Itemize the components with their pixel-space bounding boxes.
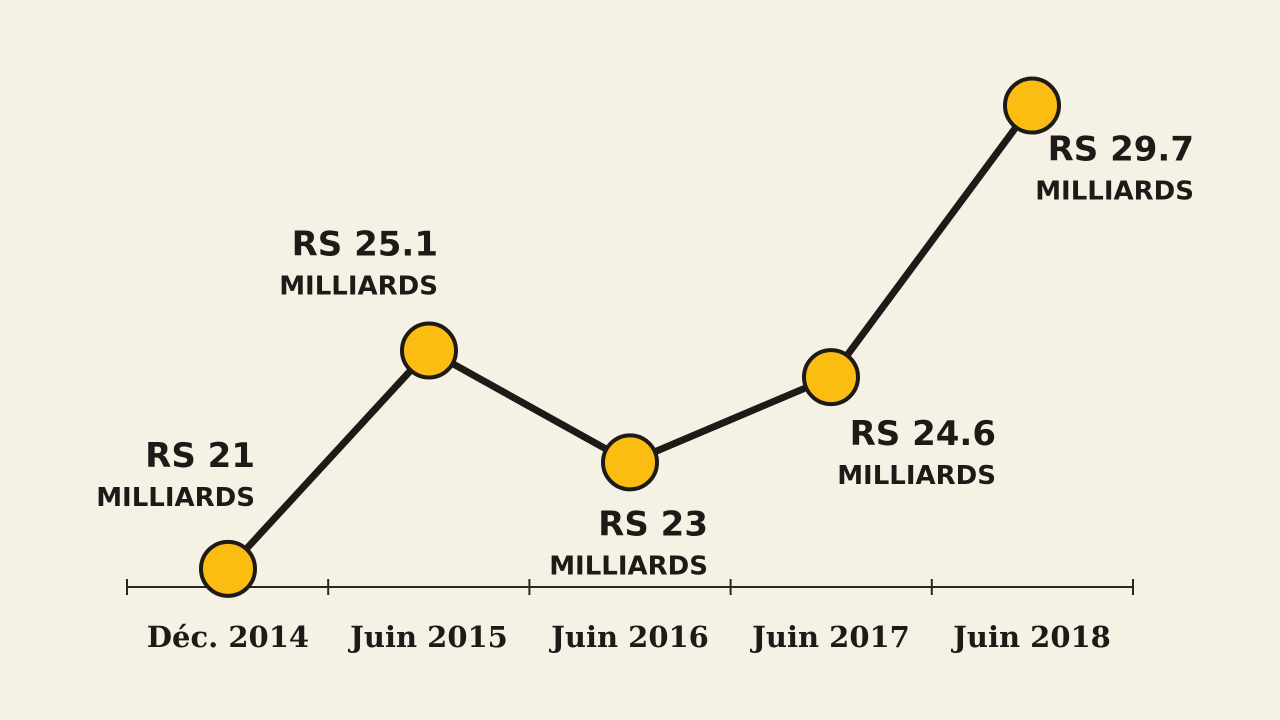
data-point: [802, 348, 860, 407]
x-tick-label: Juin 2017: [749, 620, 910, 654]
data-point: [199, 539, 257, 598]
x-axis: Déc. 2014 Juin 2015 Juin 2016 Juin 2017 Juin…: [126, 579, 1134, 654]
data-label-unit: MILLIARDS: [1035, 177, 1194, 207]
x-tick-label: Juin 2018: [950, 620, 1111, 654]
data-labels: RS 21 MILLIARDS RS 25.1 MILLIARDS RS 23 MILLI…: [96, 130, 1194, 582]
data-label-unit: MILLIARDS: [279, 272, 438, 302]
x-tick-label: Juin 2015: [347, 620, 508, 654]
data-point: [1003, 76, 1061, 135]
data-label-unit: MILLIARDS: [549, 551, 708, 581]
data-point: [400, 321, 458, 380]
x-tick-label: Déc. 2014: [147, 620, 309, 654]
data-label-value: RS 29.7: [1048, 130, 1194, 170]
data-label-value: RS 24.6: [850, 414, 996, 454]
data-label-value: RS 21: [145, 436, 255, 476]
data-label-value: RS 23: [598, 504, 708, 544]
x-tick-label: Juin 2016: [548, 620, 709, 654]
data-label-unit: MILLIARDS: [96, 483, 255, 513]
data-label-value: RS 25.1: [292, 225, 438, 265]
data-point: [601, 433, 659, 492]
data-label-unit: MILLIARDS: [837, 461, 996, 491]
data-points: [199, 76, 1061, 598]
